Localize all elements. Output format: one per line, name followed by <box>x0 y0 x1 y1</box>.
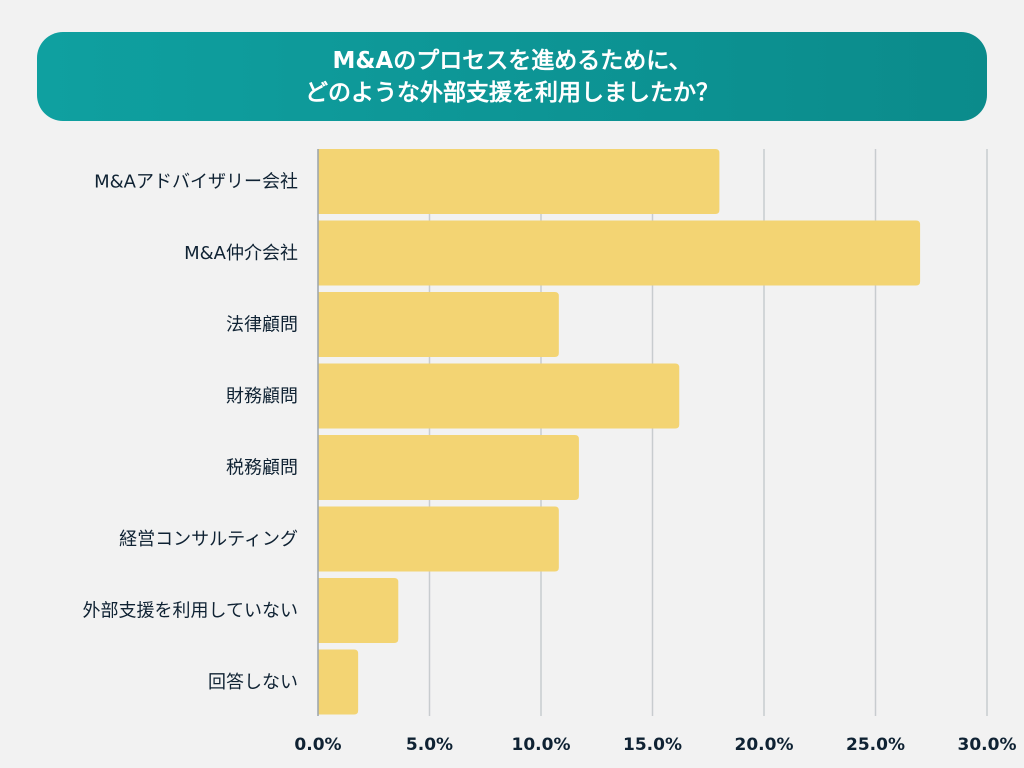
category-label: 経営コンサルティング <box>119 529 298 550</box>
category-label: 法律顧問 <box>226 315 298 336</box>
x-tick-label: 10.0% <box>512 735 571 755</box>
category-label: M&Aアドバイザリー会社 <box>94 172 298 193</box>
bar <box>318 292 559 357</box>
x-tick-label: 30.0% <box>958 735 1017 755</box>
chart-title-line-2: どのような外部支援を利用しましたか？ <box>305 79 719 106</box>
bar <box>318 649 359 715</box>
category-label: 外部支援を利用していない <box>83 601 298 622</box>
bar <box>318 506 559 572</box>
x-tick-label: 20.0% <box>735 735 794 755</box>
bar <box>318 435 579 500</box>
category-label: 回答しない <box>208 672 298 693</box>
category-label: M&A仲介会社 <box>184 243 298 264</box>
bar <box>318 363 680 429</box>
bar <box>318 149 720 214</box>
chart-title: M&Aのプロセスを進めるために、 どのような外部支援を利用しましたか？ <box>37 32 987 121</box>
category-label: 税務顧問 <box>226 458 298 479</box>
bar <box>318 578 399 643</box>
bar <box>318 220 921 286</box>
chart-title-line-1: M&Aのプロセスを進めるために、 <box>332 47 692 74</box>
x-tick-label: 5.0% <box>406 735 453 755</box>
category-label: 財務顧問 <box>226 386 298 407</box>
x-tick-label: 25.0% <box>846 735 905 755</box>
x-tick-label: 15.0% <box>623 735 682 755</box>
x-tick-label: 0.0% <box>294 735 341 755</box>
